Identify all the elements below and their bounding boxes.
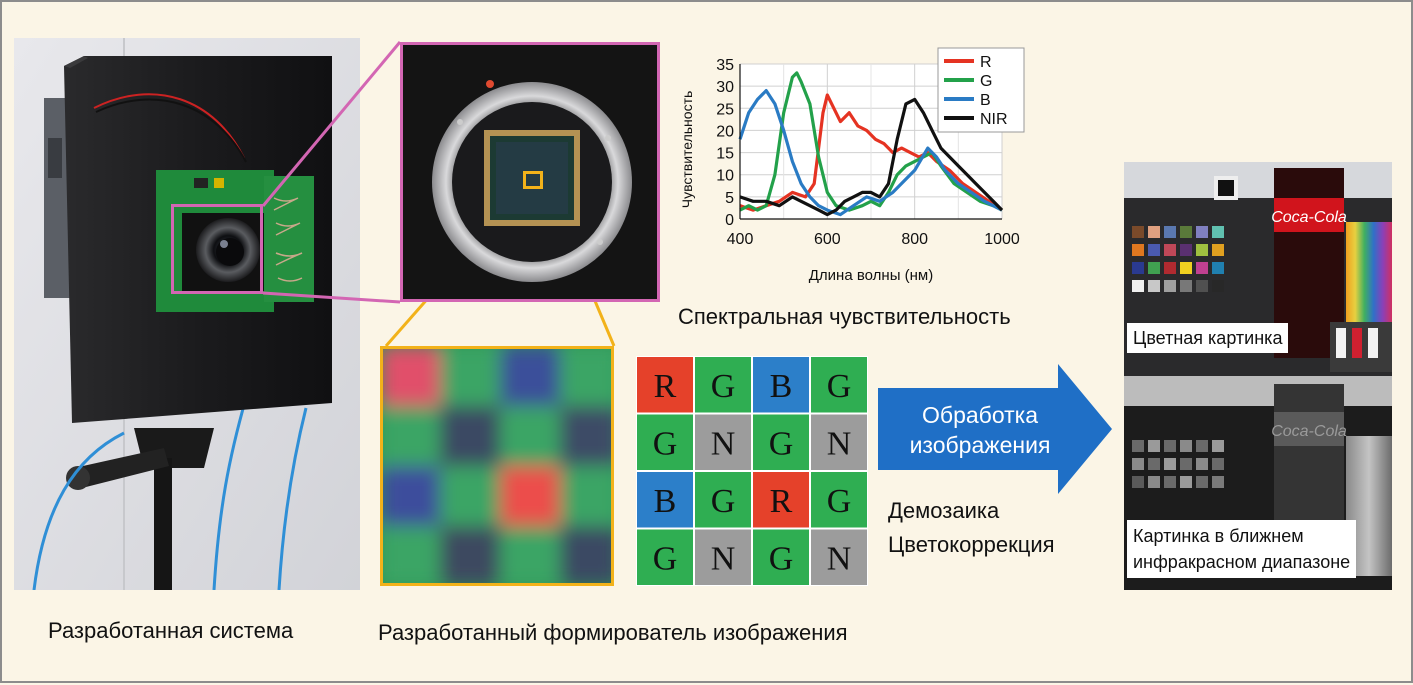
mosaic-cell-letter: G <box>711 483 736 520</box>
x-tick-label: 400 <box>727 231 754 248</box>
chart-legend: RGB NIR <box>937 47 1025 133</box>
mosaic-cell-g <box>811 472 867 528</box>
caption-spectral: Спектральная чувствительность <box>678 304 1011 329</box>
x-tick-label: 600 <box>814 231 841 248</box>
mosaic-cell-letter: N <box>711 540 736 577</box>
nir-label-line1: Картинка в ближнем <box>1133 526 1304 546</box>
x-tick-label: 800 <box>901 231 928 248</box>
arrow-label-line2: изображения <box>909 432 1051 458</box>
mosaic-cell-b <box>637 472 693 528</box>
mosaic-cell-letter: N <box>827 540 852 577</box>
mosaic-cell-letter: N <box>827 425 852 462</box>
mosaic-cell-b <box>753 357 809 413</box>
mosaic-cell-g <box>637 414 693 470</box>
y-tick-label: 20 <box>716 123 734 140</box>
mosaic-cell-letter: B <box>770 368 793 405</box>
color-image-label: Цветная картинка <box>1127 323 1289 353</box>
pixel-array-frame <box>380 346 614 586</box>
pixel-zoom-frame <box>523 171 543 189</box>
mosaic-cell-letter: R <box>654 368 677 405</box>
y-tick-label: 0 <box>725 212 734 229</box>
series-line-nir <box>739 97 1004 217</box>
y-axis-label: Чувствительность <box>679 91 695 209</box>
mosaic-cell-letter: G <box>711 368 736 405</box>
mosaic-cell-r <box>753 472 809 528</box>
mosaic-cell-g <box>637 529 693 585</box>
mosaic-cell-letter: G <box>827 483 852 520</box>
y-tick-label: 5 <box>725 190 734 207</box>
rgbn-mosaic-grid: R G B GG N G NB G R GG N G N <box>636 356 868 586</box>
caption-demosaic: Демозаика Цветокоррекция <box>888 494 1055 562</box>
mosaic-cell-n <box>811 529 867 585</box>
y-tick-label: 30 <box>716 79 734 96</box>
legend-label-g: G <box>980 73 992 90</box>
sensor-zoom-frame <box>171 204 263 294</box>
mosaic-cell-r <box>637 357 693 413</box>
mosaic-cell-n <box>695 414 751 470</box>
mosaic-cell-letter: G <box>653 540 678 577</box>
nir-label-line2: инфракрасном диапазоне <box>1133 552 1351 572</box>
mosaic-cell-letter: G <box>653 425 678 462</box>
series-line-b <box>738 89 1003 217</box>
y-tick-label: 15 <box>716 146 734 163</box>
mosaic-cell-letter: N <box>711 425 736 462</box>
mosaic-cell-letter: R <box>770 483 793 520</box>
x-tick-label: 1000 <box>984 231 1020 248</box>
x-axis-label: Длина волны (нм) <box>809 267 933 284</box>
caption-demosaic-line1: Демозаика <box>888 498 1000 523</box>
sensor-mount-frame <box>400 42 660 302</box>
caption-demosaic-line2: Цветокоррекция <box>888 532 1055 557</box>
legend-label-r: R <box>980 54 992 71</box>
arrow-label-line1: Обработка <box>922 402 1038 428</box>
legend-label-nir: NIR <box>980 111 1008 128</box>
mosaic-cell-letter: G <box>827 368 852 405</box>
legend-label-b: B <box>980 92 991 109</box>
svg-text:Coca-Cola: Coca-Cola <box>1271 209 1347 226</box>
mosaic-cell-g <box>753 414 809 470</box>
caption-sensor: Разработанный формирователь изображения <box>378 620 848 645</box>
nir-image-label: Картинка в ближнем инфракрасном диапазон… <box>1127 520 1357 578</box>
y-tick-label: 10 <box>716 168 734 185</box>
mosaic-cell-n <box>695 529 751 585</box>
camera-system-photo <box>14 38 360 590</box>
mosaic-cell-g <box>811 357 867 413</box>
spectral-chart: 0 5 10 15 20 25 30 35 400 600 800 1000 Длина волны (… <box>679 47 1025 284</box>
mosaic-cell-letter: B <box>654 483 677 520</box>
mosaic-cell-g <box>695 472 751 528</box>
svg-text:Coca-Cola: Coca-Cola <box>1271 423 1347 440</box>
mosaic-cell-g <box>753 529 809 585</box>
mosaic-cell-n <box>811 414 867 470</box>
processing-arrow <box>878 364 1112 494</box>
y-tick-label: 25 <box>716 101 734 118</box>
mosaic-cell-letter: G <box>769 540 794 577</box>
processing-arrow-label: Обработка изображения <box>882 400 1078 460</box>
series-line-r <box>739 93 1003 212</box>
caption-system: Разработанная система <box>48 618 294 643</box>
pixel-array-photo <box>380 346 614 586</box>
mosaic-cell-g <box>695 357 751 413</box>
mosaic-cell-letter: G <box>769 425 794 462</box>
y-tick-label: 35 <box>716 57 734 74</box>
